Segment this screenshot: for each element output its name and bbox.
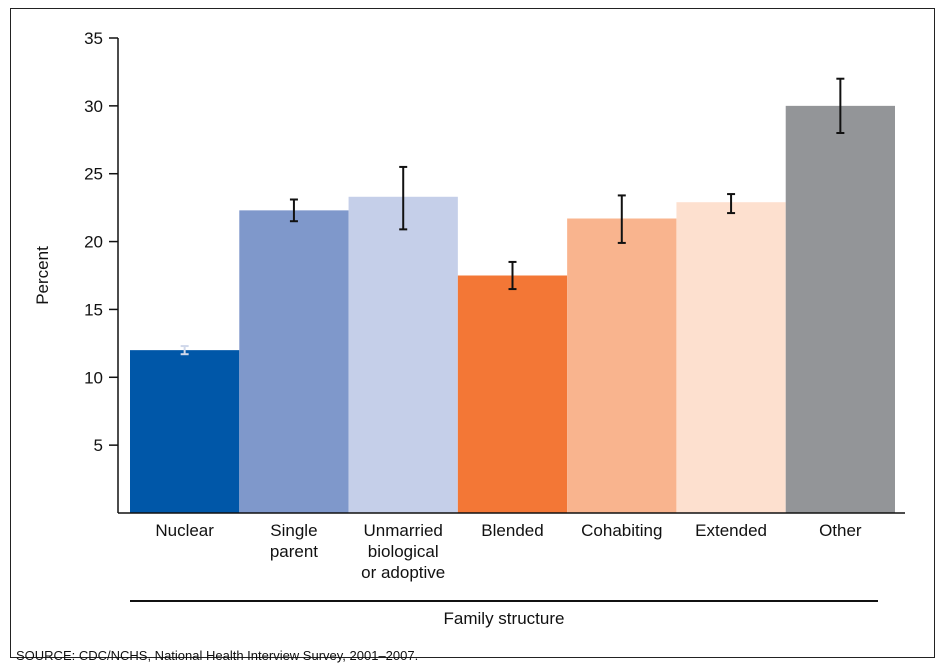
y-tick-label: 25 bbox=[84, 165, 103, 184]
y-tick-label: 10 bbox=[84, 368, 103, 387]
x-category-label: Nuclear bbox=[155, 521, 214, 540]
bar bbox=[567, 218, 677, 513]
bar bbox=[457, 275, 568, 513]
x-category-label: Single parent bbox=[270, 521, 318, 561]
x-category-label: Other bbox=[819, 521, 862, 540]
bar bbox=[239, 210, 349, 513]
bar bbox=[348, 196, 458, 514]
y-tick-label: 20 bbox=[84, 233, 103, 252]
bar bbox=[130, 350, 240, 513]
x-axis-title: Family structure bbox=[444, 609, 565, 628]
bar bbox=[676, 202, 786, 513]
x-category-label: Blended bbox=[481, 521, 543, 540]
x-category-label: Cohabiting bbox=[581, 521, 662, 540]
x-category-label: Extended bbox=[695, 521, 767, 540]
y-tick-label: 5 bbox=[94, 436, 103, 455]
y-tick-label: 35 bbox=[84, 29, 103, 48]
y-tick-label: 15 bbox=[84, 300, 103, 319]
source-note: SOURCE: CDC/NCHS, National Health Interv… bbox=[16, 648, 419, 663]
x-category-label: Unmarried biological or adoptive bbox=[361, 521, 445, 582]
y-axis-title: Percent bbox=[33, 246, 52, 305]
bar bbox=[785, 105, 895, 513]
y-tick-label: 30 bbox=[84, 97, 103, 116]
